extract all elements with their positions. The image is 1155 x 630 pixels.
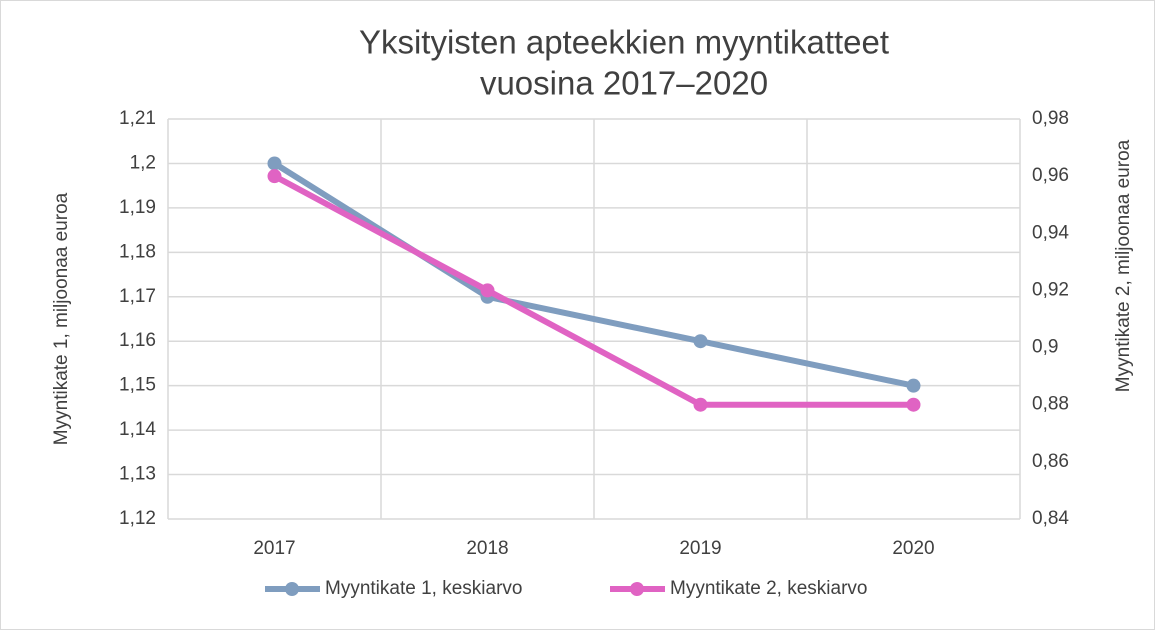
point [693,397,708,412]
y-tick-label: 1,16 [119,330,156,351]
legend-label: Myyntikate 1, keskiarvo [325,578,522,599]
y-axis-label: Myyntikate 1, miljoonaa euroa [51,192,72,445]
x-tick-label: 2018 [466,538,508,559]
y2-tick-label: 0,86 [1032,451,1069,472]
point [267,156,282,171]
series-line [273,173,914,408]
chart-title: vuosina 2017–2020 [480,65,768,102]
point [693,334,708,349]
y-tick-label: 1,21 [119,108,156,129]
point [906,378,921,393]
y2-tick-label: 0,88 [1032,394,1069,415]
y2-axis-label: Myyntikate 2, miljoonaa euroa [1113,139,1134,392]
y-tick-label: 1,2 [130,152,156,173]
x-tick-label: 2020 [892,538,934,559]
y2-tick-label: 0,98 [1032,108,1069,129]
y2-tick-label: 0,92 [1032,279,1069,300]
legend-marker [285,582,299,596]
point [906,397,921,412]
y-tick-label: 1,14 [119,419,156,440]
point [267,169,282,184]
y2-tick-label: 0,84 [1032,508,1069,529]
legend-label: Myyntikate 2, keskiarvo [670,578,867,599]
y-tick-label: 1,12 [119,508,156,529]
y-tick-label: 1,18 [119,241,156,262]
y2-tick-label: 0,94 [1032,222,1069,243]
y-tick-label: 1,15 [119,375,156,396]
chart-title: Yksityisten apteekkien myyntikatteet [359,24,889,61]
y2-tick-label: 0,96 [1032,165,1069,186]
legend-marker [630,582,644,596]
y-tick-label: 1,13 [119,464,156,485]
y-tick-label: 1,17 [119,286,156,307]
y2-tick-label: 0,9 [1032,337,1058,358]
point [480,283,495,298]
y-tick-label: 1,19 [119,197,156,218]
x-tick-label: 2017 [253,538,295,559]
x-tick-label: 2019 [679,538,721,559]
